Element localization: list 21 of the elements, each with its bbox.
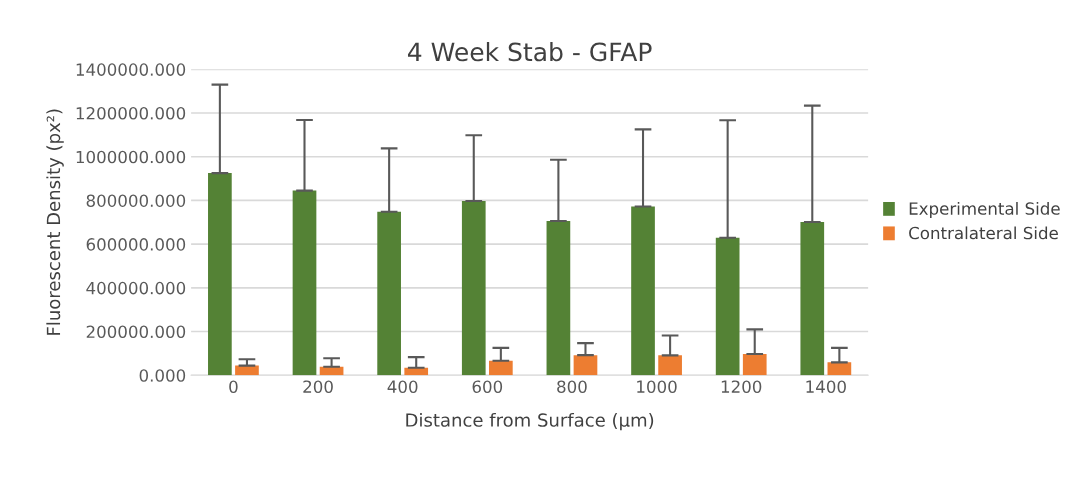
x-tick-label: 200 [303, 380, 333, 393]
y-tick-label: 200000.000 [86, 325, 186, 339]
x-tick-label: 400 [387, 380, 418, 393]
y-tick-label: 1200000.000 [76, 106, 186, 120]
x-tick-label: 1400 [806, 380, 846, 393]
y-tick-label: 400000.000 [86, 281, 186, 295]
x-tick-label: 600 [472, 380, 503, 393]
x-axis-title: Distance from Surface (µm) [406, 412, 654, 431]
y-tick-label: 800000.000 [86, 194, 186, 207]
x-tick-label: 800 [557, 380, 587, 393]
y-tick-label: 1000000.000 [76, 150, 186, 164]
legend-label: Experimental Side [909, 201, 1060, 219]
y-axis-title: Fluorescent Density (px²) [46, 109, 64, 335]
legend-label: Contralateral Side [909, 226, 1058, 240]
y-tick-label: 1400000.000 [76, 63, 186, 76]
x-tick-label: 1200 [721, 380, 762, 393]
chart-title: 4 Week Stab - GFAP [407, 41, 652, 62]
y-tick-label: 0.000 [139, 369, 186, 382]
x-tick-label: 1000 [637, 380, 677, 393]
x-tick-label: 0 [229, 380, 238, 393]
y-tick-label: 600000.000 [86, 238, 186, 251]
